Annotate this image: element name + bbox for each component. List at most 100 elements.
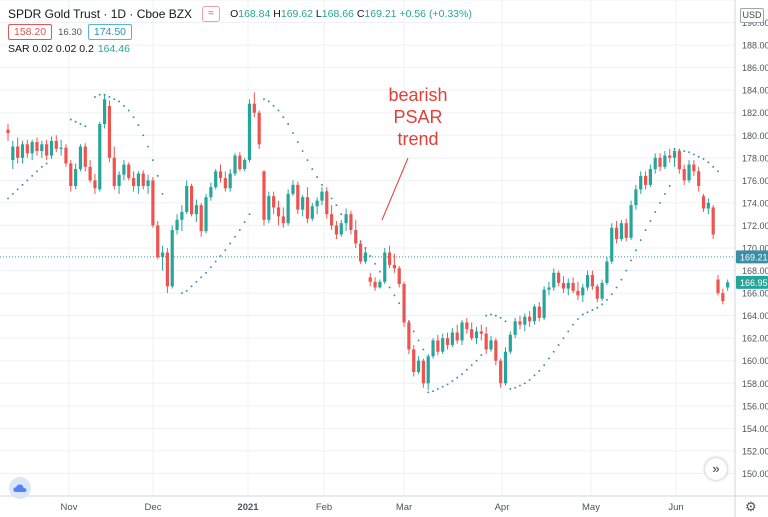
candle-body bbox=[301, 197, 305, 210]
sar-dot bbox=[528, 378, 531, 381]
candle-body bbox=[595, 286, 599, 299]
settings-gear-icon[interactable]: ⚙ bbox=[745, 499, 757, 514]
candle-body bbox=[532, 306, 537, 322]
candle-body bbox=[624, 223, 628, 238]
candle-body bbox=[421, 360, 425, 384]
candle-body bbox=[445, 338, 450, 345]
sar-dot bbox=[480, 354, 483, 357]
sar-dot bbox=[374, 262, 377, 265]
annotation-line: trend bbox=[397, 129, 438, 149]
candle-body bbox=[586, 275, 590, 288]
candle-body bbox=[276, 207, 281, 217]
ask-button[interactable]: 174.50 bbox=[87, 24, 133, 40]
sar-dot bbox=[40, 165, 43, 168]
candle-body bbox=[83, 146, 87, 167]
sar-dot bbox=[69, 118, 72, 121]
bid-button[interactable]: 158.20 bbox=[8, 24, 53, 40]
sar-dot bbox=[393, 294, 396, 297]
x-tick-label: Mar bbox=[396, 502, 412, 513]
sar-dot bbox=[456, 376, 459, 379]
sar-dot bbox=[296, 141, 299, 143]
sar-dot bbox=[490, 313, 492, 316]
candle-body bbox=[571, 282, 575, 291]
symbol-title[interactable]: SPDR Gold Trust · 1D · Cboe BZX bbox=[8, 7, 193, 21]
sar-dot bbox=[127, 109, 130, 112]
currency-badge[interactable]: USD bbox=[740, 8, 764, 23]
candle-body bbox=[383, 252, 387, 282]
candle-body bbox=[228, 173, 232, 189]
sar-dot bbox=[412, 330, 415, 333]
candle-body bbox=[523, 316, 527, 325]
sar-dot bbox=[292, 132, 294, 134]
sar-dot bbox=[287, 123, 290, 125]
sar-dot bbox=[7, 197, 9, 200]
candle-body bbox=[146, 180, 150, 186]
sar-dot bbox=[625, 269, 628, 272]
candle-body bbox=[54, 140, 58, 149]
sar-dot bbox=[151, 159, 154, 162]
candle-body bbox=[243, 160, 247, 170]
sar-dot bbox=[156, 174, 159, 177]
sar-dot bbox=[364, 247, 367, 249]
y-tick-label: 170.00 bbox=[742, 244, 768, 254]
candle-body bbox=[711, 207, 715, 235]
sar-dot bbox=[683, 150, 686, 153]
candle-body bbox=[305, 197, 310, 219]
open-label: O bbox=[230, 8, 239, 20]
price-label-text: 169.21 bbox=[740, 252, 768, 262]
sar-dot bbox=[209, 266, 212, 269]
scroll-to-realtime-button[interactable]: » bbox=[705, 458, 727, 480]
candle-body bbox=[59, 147, 63, 149]
y-tick-label: 178.00 bbox=[742, 153, 768, 163]
sar-dot bbox=[692, 153, 695, 156]
candle-body bbox=[407, 322, 411, 350]
sar-dot bbox=[639, 239, 642, 242]
annotation-arrow bbox=[381, 157, 409, 221]
candle-body bbox=[330, 214, 334, 226]
candle-body bbox=[204, 197, 208, 232]
sar-dot bbox=[717, 170, 719, 173]
price-label-box bbox=[736, 275, 768, 289]
candle-body bbox=[141, 173, 145, 186]
candle-body bbox=[267, 196, 271, 220]
sar-dot bbox=[538, 369, 541, 372]
candle-body bbox=[35, 142, 39, 152]
sar-dot bbox=[234, 235, 236, 238]
candle-body bbox=[387, 252, 392, 265]
candle-body bbox=[16, 146, 20, 158]
sar-dot bbox=[282, 116, 285, 119]
sar-dot bbox=[697, 155, 700, 158]
candle-body bbox=[214, 171, 218, 188]
sar-dot bbox=[465, 368, 468, 371]
candle-body bbox=[561, 282, 566, 289]
sar-dot bbox=[461, 373, 463, 376]
sar-dot bbox=[644, 229, 647, 231]
low-label: L bbox=[315, 8, 322, 20]
sar-dot bbox=[321, 183, 323, 186]
candle-body bbox=[513, 321, 517, 335]
candle-body bbox=[450, 332, 454, 345]
candle-body bbox=[6, 129, 10, 134]
sar-dot bbox=[654, 210, 657, 213]
candle-body bbox=[238, 155, 242, 170]
candle-body bbox=[687, 164, 691, 181]
candle-body bbox=[160, 252, 165, 258]
sar-dot bbox=[45, 162, 48, 165]
candle-body bbox=[194, 205, 198, 215]
wave-icon[interactable]: ≈ bbox=[202, 6, 221, 22]
sar-dot bbox=[634, 249, 637, 252]
candle-body bbox=[373, 281, 377, 288]
candle-body bbox=[262, 171, 266, 220]
candle-body bbox=[107, 105, 112, 158]
sar-dot bbox=[494, 314, 497, 317]
bid-ask-row: 158.20 16.30 174.50 bbox=[8, 24, 133, 40]
tradingview-logo-icon[interactable] bbox=[9, 477, 31, 499]
sar-dot bbox=[707, 161, 710, 164]
sar-dot bbox=[142, 134, 145, 137]
indicator-legend[interactable]: SAR 0.02 0.02 0.2 164.46 bbox=[8, 43, 130, 55]
y-tick-label: 176.00 bbox=[742, 176, 768, 186]
candle-body bbox=[706, 202, 710, 209]
sar-dot bbox=[103, 93, 106, 96]
sar-dot bbox=[74, 120, 77, 123]
